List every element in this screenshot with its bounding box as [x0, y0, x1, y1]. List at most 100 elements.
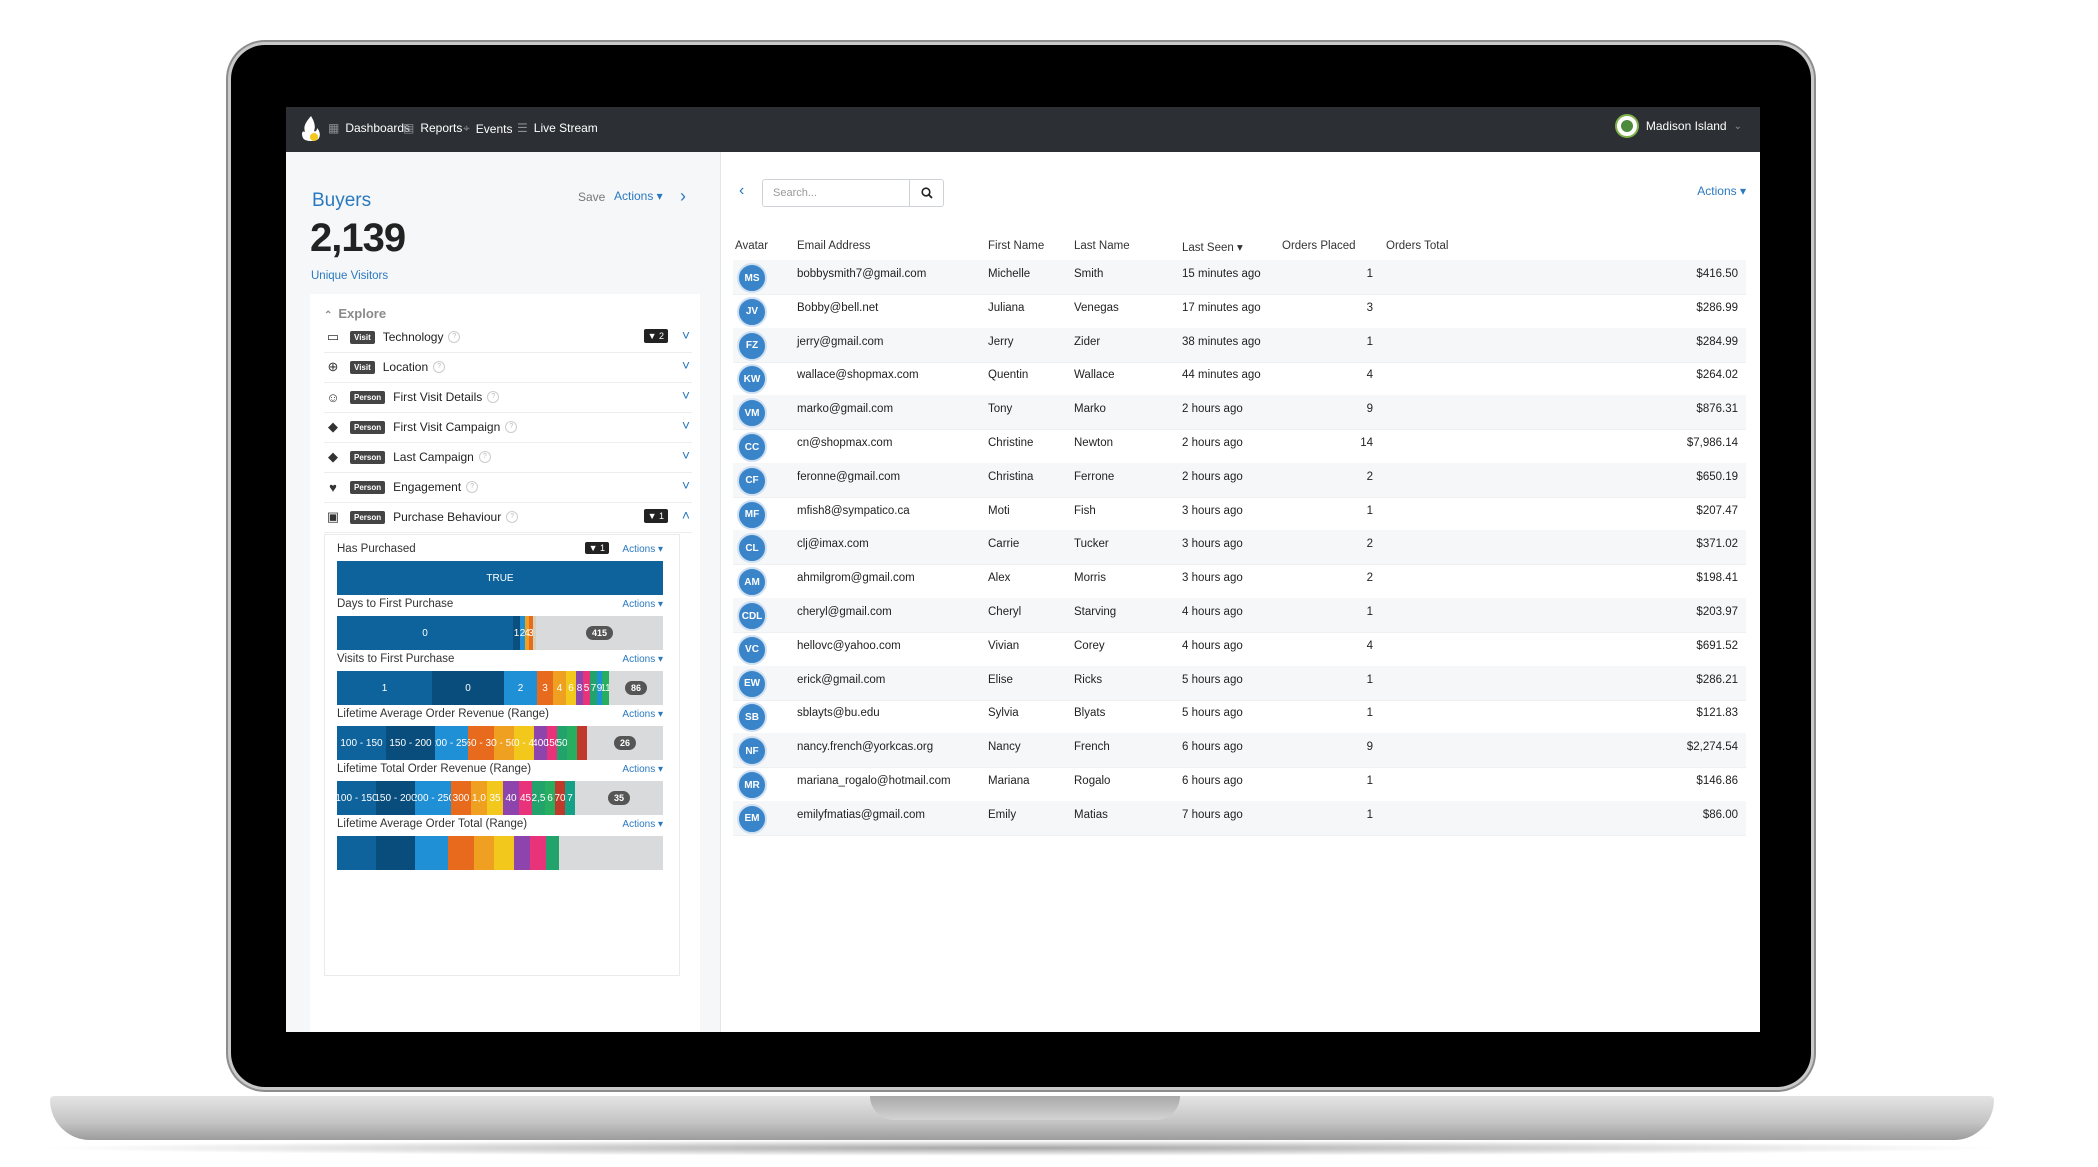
- email-cell[interactable]: mariana_rogalo@hotmail.com: [797, 775, 951, 787]
- section-first-visit-details[interactable]: ☺ Person First Visit Details? ˅: [324, 382, 692, 413]
- save-button[interactable]: Save: [578, 190, 606, 204]
- help-icon[interactable]: ?: [433, 361, 446, 373]
- email-cell[interactable]: wallace@shopmax.com: [797, 369, 919, 382]
- table-row[interactable]: MR mariana_rogalo@hotmail.com Mariana Rogal…: [733, 767, 1746, 802]
- email-cell[interactable]: feronne@gmail.com: [797, 470, 901, 483]
- avatar[interactable]: VM: [737, 398, 767, 429]
- bar-segment[interactable]: 2,5: [532, 781, 545, 815]
- nav-live-stream[interactable]: ☰ Live Stream: [517, 121, 598, 135]
- table-row[interactable]: VC hellovc@yahoo.com Vivian Corey 4 hours ag…: [733, 632, 1746, 667]
- bar-segment[interactable]: 2: [520, 616, 525, 650]
- bar-segment[interactable]: 70: [555, 781, 565, 815]
- email-cell[interactable]: bobbysmith7@gmail.com: [797, 268, 927, 280]
- bar-segment[interactable]: [514, 836, 530, 870]
- bar-segment[interactable]: 1,0: [471, 781, 487, 815]
- attribute-actions-menu[interactable]: Actions ▾: [622, 709, 663, 720]
- email-cell[interactable]: nancy.french@yorkcas.org: [797, 741, 934, 754]
- email-cell[interactable]: cn@shopmax.com: [797, 437, 893, 449]
- chevron-down-icon[interactable]: ˅: [681, 327, 690, 343]
- filter-count-badge[interactable]: ▼ 1: [643, 509, 668, 523]
- section-last-campaign[interactable]: ◆ Person Last Campaign? ˅: [324, 442, 692, 473]
- nav-dashboards[interactable]: ▦ Dashboards: [328, 121, 410, 135]
- segment-actions-menu[interactable]: Actions ▾: [614, 189, 663, 203]
- bar-remainder[interactable]: 26: [587, 726, 663, 760]
- nav-reports[interactable]: ▤ Reports: [403, 121, 462, 135]
- bar-segment[interactable]: 1: [337, 671, 432, 705]
- bar-segment[interactable]: 6: [545, 781, 555, 815]
- table-row[interactable]: FZ jerry@gmail.com Jerry Zider 38 minutes ag…: [733, 327, 1746, 363]
- avatar[interactable]: EW: [737, 668, 767, 699]
- attribute-actions-menu[interactable]: Actions ▾: [622, 819, 663, 830]
- chevron-down-icon[interactable]: ˅: [681, 447, 690, 463]
- bar-segment[interactable]: 4: [525, 616, 529, 650]
- bar-segment[interactable]: 150 - 200: [376, 781, 415, 815]
- avatar[interactable]: MR: [737, 770, 767, 800]
- bar-segment[interactable]: [577, 726, 587, 760]
- chevron-down-icon[interactable]: ˅: [681, 477, 690, 493]
- distribution-bar[interactable]: TRUE: [337, 561, 663, 595]
- section-technology[interactable]: ▭ Visit Technology? ▼ 2 ˅: [324, 322, 692, 353]
- search-input[interactable]: Search...: [762, 179, 910, 207]
- avatar[interactable]: SB: [737, 702, 767, 733]
- section-first-visit-campaign[interactable]: ◆ Person First Visit Campaign? ˅: [324, 412, 692, 443]
- section-purchase-behaviour[interactable]: ▣ Person Purchase Behaviour? ▼ 1 ˄: [324, 502, 692, 533]
- bar-segment[interactable]: 45: [519, 781, 532, 815]
- avatar[interactable]: JV: [737, 296, 767, 327]
- table-row[interactable]: CL clj@imax.com Carrie Tucker 3 hours ago 2 $3…: [733, 530, 1746, 566]
- help-icon[interactable]: ?: [487, 391, 500, 403]
- bar-segment[interactable]: 2: [504, 671, 537, 705]
- search-button[interactable]: [910, 179, 944, 207]
- bar-segment[interactable]: 8: [576, 671, 583, 705]
- bar-remainder[interactable]: 415: [536, 616, 663, 650]
- help-icon[interactable]: ?: [478, 451, 491, 463]
- avatar[interactable]: CF: [737, 465, 767, 496]
- bar-segment[interactable]: 5: [583, 671, 590, 705]
- bar-segment[interactable]: 7: [590, 671, 597, 705]
- table-row[interactable]: KW wallace@shopmax.com Quentin Wallace 44 mi…: [733, 361, 1746, 397]
- table-row[interactable]: AM ahmilgrom@gmail.com Alex Morris 3 hours a…: [733, 564, 1746, 600]
- chevron-down-icon[interactable]: ˅: [681, 387, 690, 403]
- bar-segment[interactable]: 150 - 200: [386, 726, 435, 760]
- bar-segment[interactable]: [474, 836, 494, 870]
- chevron-right-icon[interactable]: ›: [680, 186, 686, 206]
- email-cell[interactable]: jerry@gmail.com: [797, 335, 884, 348]
- bar-remainder[interactable]: 86: [609, 671, 663, 705]
- table-row[interactable]: EW erick@gmail.com Elise Ricks 5 hours ago 1 $…: [733, 665, 1746, 701]
- bar-segment[interactable]: 40: [503, 781, 519, 815]
- distribution-bar[interactable]: 01243 415: [337, 616, 663, 650]
- bar-segment[interactable]: [533, 616, 536, 650]
- bar-segment[interactable]: [546, 836, 559, 870]
- bar-segment[interactable]: 100 - 150: [337, 781, 376, 815]
- bar-segment[interactable]: 11: [602, 671, 609, 705]
- attribute-actions-menu[interactable]: Actions ▾: [622, 764, 663, 775]
- bar-segment[interactable]: 450: [547, 726, 557, 760]
- app-logo-icon[interactable]: [296, 113, 326, 145]
- table-row[interactable]: JV Bobby@bell.net Juliana Venegas 17 minutes…: [733, 294, 1746, 329]
- email-cell[interactable]: ahmilgrom@gmail.com: [797, 572, 915, 585]
- filter-count-badge[interactable]: ▼ 1: [584, 542, 609, 554]
- table-row[interactable]: CC cn@shopmax.com Christine Newton 2 hours a…: [733, 429, 1746, 464]
- chevron-down-icon[interactable]: ˅: [681, 417, 690, 433]
- bar-segment[interactable]: 0: [432, 671, 504, 705]
- help-icon[interactable]: ?: [505, 421, 518, 433]
- avatar[interactable]: MF: [737, 499, 767, 530]
- avatar[interactable]: CL: [737, 533, 767, 564]
- bar-segment[interactable]: 1: [513, 616, 520, 650]
- nav-events[interactable]: ⌖ Events: [463, 121, 512, 136]
- bar-segment[interactable]: [337, 836, 376, 870]
- help-icon[interactable]: ?: [466, 481, 479, 493]
- bar-segment[interactable]: [567, 726, 577, 760]
- bar-segment[interactable]: 300: [451, 781, 471, 815]
- chevron-down-icon[interactable]: ˅: [681, 357, 690, 373]
- email-cell[interactable]: marko@gmail.com: [797, 403, 894, 416]
- email-cell[interactable]: clj@imax.com: [797, 538, 869, 551]
- bar-segment[interactable]: 100 - 150: [337, 726, 386, 760]
- table-row[interactable]: CF feronne@gmail.com Christina Ferrone 2 hou…: [733, 462, 1746, 498]
- bar-segment[interactable]: [448, 836, 474, 870]
- bar-remainder[interactable]: 35: [575, 781, 663, 815]
- bar-segment[interactable]: 3: [537, 671, 553, 705]
- email-cell[interactable]: hellovc@yahoo.com: [797, 639, 901, 652]
- attribute-actions-menu[interactable]: Actions ▾: [622, 544, 663, 555]
